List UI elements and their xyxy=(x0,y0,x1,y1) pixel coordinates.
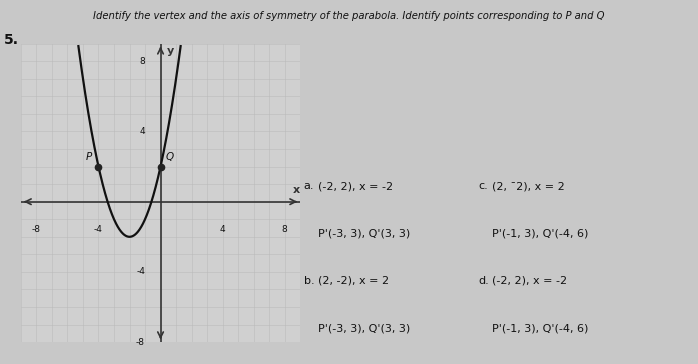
Text: 5.: 5. xyxy=(3,33,18,47)
Text: P'(-3, 3), Q'(3, 3): P'(-3, 3), Q'(3, 3) xyxy=(318,323,410,333)
Text: 8: 8 xyxy=(282,225,288,234)
Text: c.: c. xyxy=(478,181,488,191)
Text: d.: d. xyxy=(478,276,489,286)
Text: P: P xyxy=(86,151,92,162)
Text: 8: 8 xyxy=(140,57,145,66)
Text: -4: -4 xyxy=(94,225,103,234)
Text: x: x xyxy=(292,185,299,195)
Text: b.: b. xyxy=(304,276,314,286)
Text: 4: 4 xyxy=(140,127,145,136)
Text: (-2, 2), x = -2: (-2, 2), x = -2 xyxy=(492,276,567,286)
Text: P'(-1, 3), Q'(-4, 6): P'(-1, 3), Q'(-4, 6) xyxy=(492,323,588,333)
Text: 4: 4 xyxy=(220,225,225,234)
Text: -8: -8 xyxy=(136,338,145,347)
Text: y: y xyxy=(167,46,174,56)
Text: (2, ¯2), x = 2: (2, ¯2), x = 2 xyxy=(492,181,565,191)
Text: Q: Q xyxy=(165,151,173,162)
Text: a.: a. xyxy=(304,181,314,191)
Text: -4: -4 xyxy=(136,268,145,276)
Text: Identify the vertex and the axis of symmetry of the parabola. Identify points co: Identify the vertex and the axis of symm… xyxy=(94,11,604,21)
Text: -8: -8 xyxy=(32,225,41,234)
Text: P'(-1, 3), Q'(-4, 6): P'(-1, 3), Q'(-4, 6) xyxy=(492,229,588,238)
Text: (-2, 2), x = -2: (-2, 2), x = -2 xyxy=(318,181,393,191)
Text: P'(-3, 3), Q'(3, 3): P'(-3, 3), Q'(3, 3) xyxy=(318,229,410,238)
Text: (2, -2), x = 2: (2, -2), x = 2 xyxy=(318,276,389,286)
